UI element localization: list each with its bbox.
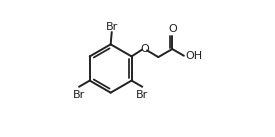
Text: O: O [168, 24, 177, 34]
Text: Br: Br [73, 90, 85, 100]
Text: O: O [140, 44, 149, 54]
Text: Br: Br [106, 22, 118, 32]
Text: Br: Br [136, 90, 148, 100]
Text: OH: OH [185, 51, 202, 61]
